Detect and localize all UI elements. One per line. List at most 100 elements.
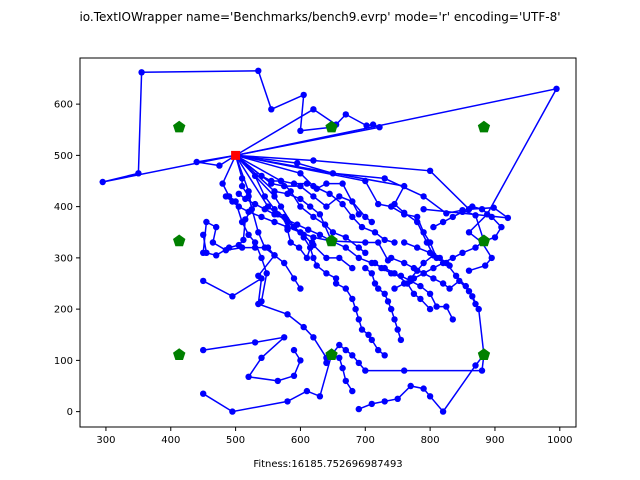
customer-point [388,254,395,262]
customer-point [240,236,247,244]
customer-point [329,170,337,177]
customer-point [391,285,398,292]
customer-point [271,206,278,213]
route-line-8 [235,154,373,223]
customer-point [297,127,304,134]
route-line-23 [335,282,386,356]
customer-point [456,277,463,285]
customer-point [271,188,278,195]
customer-point [417,295,424,303]
customer-point [303,254,311,262]
customer-point [369,121,377,128]
y-axis: 0 100 200 300 400 500 600 [54,100,80,418]
customer-point [375,200,382,208]
customer-point [368,259,375,267]
customer-point [472,362,479,369]
customer-point [462,282,469,290]
customer-point [349,264,356,272]
customer-point [368,270,375,277]
customer-point [414,218,421,226]
customer-point [287,239,294,246]
customer-point [264,244,272,251]
customer-point [303,387,311,395]
customer-point [323,180,330,187]
customer-point [375,239,382,246]
customer-point [310,157,317,164]
customer-point [332,280,340,287]
customer-point [410,275,418,282]
chart-title: io.TextIOWrapper name='Benchmarks/bench9… [79,10,560,24]
customer-point [491,234,499,241]
customer-point [355,316,362,323]
customer-point [281,334,288,341]
x-axis-label: Fitness:16185.752696987493 [253,459,402,470]
customer-point [449,213,456,221]
route-line-20 [202,276,332,359]
customer-point [426,305,434,313]
customer-point [478,206,486,213]
customer-point [297,195,304,203]
x-tick-label: 300 [96,435,115,446]
y-tick-label: 400 [54,202,73,213]
customer-point [381,398,388,405]
y-tick-label: 100 [54,356,73,367]
customer-point [229,293,236,300]
customer-point [426,290,434,297]
customer-point [200,346,207,354]
customer-point [238,218,246,226]
customer-point [297,170,304,177]
customer-point [336,354,343,361]
x-tick-label: 700 [356,435,375,446]
customer-point [362,177,369,185]
customer-point [401,367,408,374]
customer-point [417,282,424,290]
x-tick-label: 600 [291,435,310,446]
customer-point [391,200,398,208]
customer-point [420,229,427,236]
customer-point [355,359,362,367]
customer-point [251,244,259,251]
customer-point [310,213,317,221]
customer-point [349,213,356,221]
customer-point [498,223,505,231]
route-line-31 [331,240,431,310]
customer-point [271,218,278,226]
charging-station-marker [477,234,491,247]
customer-point [251,339,259,346]
customer-point [488,213,495,221]
customer-point [365,331,372,338]
customer-point [263,270,270,277]
customer-point [490,204,497,211]
customer-point [251,172,259,180]
route-line-17 [221,155,268,302]
customer-point [375,346,382,354]
customer-point [281,182,288,190]
customer-point [368,400,375,408]
customer-point [375,285,382,292]
customer-point [349,387,356,395]
customer-point [452,272,460,279]
customer-point [323,270,330,277]
customer-point [297,203,304,210]
customer-point [339,364,346,372]
customer-point [439,280,447,287]
customer-point [362,213,369,221]
customer-point [384,298,392,305]
customer-point [336,193,343,200]
customer-point [307,244,314,251]
customer-point [294,159,301,167]
customer-point [381,290,388,297]
customer-point [401,239,408,246]
customer-point [472,300,479,308]
route-line-19 [202,220,276,277]
customer-point [443,210,450,217]
y-tick-label: 200 [54,305,73,316]
customer-point [553,85,560,93]
x-tick-label: 1000 [547,435,572,446]
customer-point [381,352,388,359]
customer-point [336,254,343,262]
customer-point [342,234,349,241]
customer-point [401,259,408,267]
customer-point [238,244,246,251]
customer-point [420,270,427,277]
